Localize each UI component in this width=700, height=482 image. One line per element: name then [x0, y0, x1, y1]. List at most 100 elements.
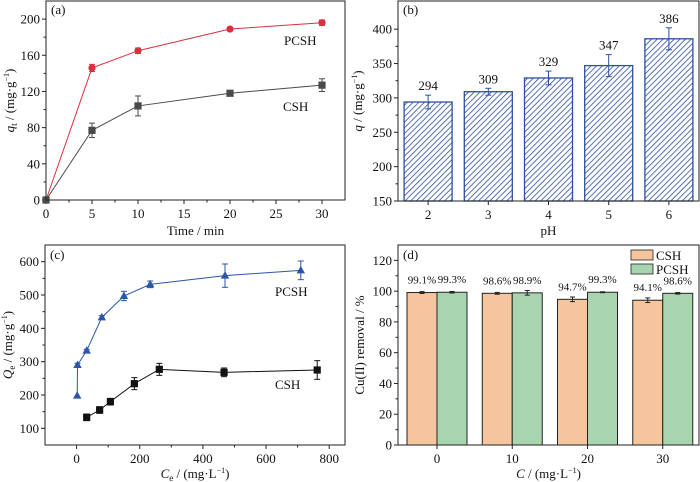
x-tick-label: 25 [270, 206, 283, 221]
x-tick-label: 5 [605, 207, 612, 222]
label-unit: / (mg·L [173, 466, 216, 481]
label-sup: −1 [2, 73, 11, 82]
bar-csh [481, 292, 513, 446]
label-main: C [516, 466, 525, 481]
data-label: 98.6% [664, 275, 692, 287]
y-tick-label: 300 [373, 90, 393, 105]
x-tick-label: 800 [319, 451, 339, 466]
label-close: ) [2, 69, 17, 73]
label-sub: e [7, 366, 17, 370]
panel-a-kinetics-chart: 0 40 80 120 160 200 0 5 10 15 20 25 30 PCSH CSH (a) Time… [2, 0, 346, 238]
legend-label-pcsh: PCSH [656, 262, 689, 277]
y-axis-title: qt / (mg·g−1) [2, 69, 19, 133]
y-tick-label: 400 [373, 22, 393, 37]
data-point-csh [134, 102, 142, 110]
data-point-pcsh [88, 64, 96, 72]
y-tick-label: 100 [373, 284, 393, 299]
bar-csh [406, 292, 438, 446]
y-tick-label: 500 [20, 288, 40, 303]
series-label-pcsh: PCSH [284, 33, 317, 48]
legend-swatch-csh [630, 249, 654, 261]
data-point-pcsh [97, 312, 107, 321]
y-tick-label: 200 [20, 388, 40, 403]
plot-frame [397, 244, 700, 446]
data-point-pcsh [134, 47, 142, 55]
data-label: 94.7% [558, 281, 586, 293]
label-main: q [2, 125, 17, 132]
data-label: 94.1% [634, 282, 662, 294]
label-sup: −1 [0, 315, 9, 324]
y-tick-label: 20 [379, 407, 392, 422]
panel-label: (a) [51, 2, 65, 17]
y-tick-label: 80 [379, 314, 392, 329]
y-tick-label: 80 [27, 120, 40, 135]
bar-csh [557, 298, 588, 446]
y-tick-label: 600 [20, 254, 40, 269]
x-tick-label: 0 [434, 451, 441, 466]
y-tick-label: 400 [20, 321, 40, 336]
label-sub: e [169, 473, 173, 482]
y-tick-label: 40 [27, 156, 40, 171]
x-tick-label: 400 [193, 451, 213, 466]
plot-frame [397, 0, 700, 202]
y-tick-label: 120 [373, 253, 393, 268]
y-tick-label: 0 [386, 438, 393, 453]
x-tick-label: 15 [178, 206, 191, 221]
label-unit: / (mg·L [525, 466, 568, 481]
label-sup: −1 [350, 75, 359, 84]
x-axis-title: Ce / (mg·L−1) [161, 466, 230, 482]
y-tick-label: 120 [21, 84, 41, 99]
data-label: 99.1% [408, 275, 436, 287]
bar [644, 38, 694, 202]
x-tick-label: 2 [425, 207, 432, 222]
label-unit: / (mg·g [0, 323, 15, 365]
label-close: ) [0, 311, 15, 315]
x-axis-title: C / (mg·L−1) [516, 466, 581, 481]
x-axis-title: pH [541, 223, 557, 238]
data-point-csh [318, 81, 326, 89]
bar-pcsh [587, 291, 618, 446]
x-tick-label: 5 [89, 206, 96, 221]
bar-pcsh [511, 292, 543, 446]
data-point-pcsh [145, 279, 155, 288]
label-sup: −1 [568, 466, 577, 475]
bar-pcsh [662, 292, 694, 446]
label-unit: / (mg·g [350, 83, 365, 125]
bar [403, 101, 453, 202]
data-label: 329 [539, 54, 559, 69]
x-tick-label: 0 [43, 206, 50, 221]
x-tick-label: 0 [73, 451, 80, 466]
bar [584, 64, 634, 202]
data-point-csh [220, 368, 228, 376]
y-tick-label: 200 [373, 159, 393, 174]
x-tick-label: 4 [545, 207, 552, 222]
y-tick-label: 0 [34, 193, 41, 208]
y-tick-label: 40 [379, 376, 392, 391]
x-tick-label: 30 [656, 451, 669, 466]
y-tick-label: 60 [379, 345, 392, 360]
data-point-csh [155, 365, 163, 373]
bar-csh [632, 299, 664, 446]
label-close: ) [350, 70, 365, 74]
data-point-csh [106, 398, 114, 406]
plot-frame [45, 0, 346, 201]
y-tick-label: 150 [373, 194, 393, 209]
x-tick-label: 20 [224, 206, 237, 221]
plot-frame [44, 244, 346, 446]
label-main: q [350, 125, 365, 132]
data-label: 386 [659, 11, 679, 26]
data-point-csh [130, 380, 138, 388]
label-sup: −1 [217, 466, 226, 475]
x-axis-title: Time / min [167, 223, 225, 238]
panel-c-isotherm-chart: 100 200 300 400 500 600 0 200 400 600 800 PCSH CSH (c… [0, 244, 346, 482]
bar-pcsh [436, 291, 468, 446]
data-point-csh [226, 89, 234, 97]
legend-label-csh: CSH [656, 248, 681, 263]
x-tick-label: 3 [485, 207, 492, 222]
data-point-csh [83, 413, 91, 421]
data-label: 294 [418, 78, 438, 93]
x-tick-label: 6 [666, 207, 673, 222]
